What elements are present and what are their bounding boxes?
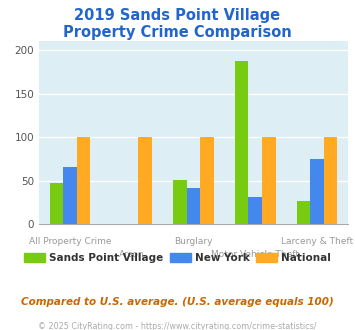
- Bar: [138, 137, 152, 224]
- Text: © 2025 CityRating.com - https://www.cityrating.com/crime-statistics/: © 2025 CityRating.com - https://www.city…: [38, 322, 317, 330]
- Bar: [77, 137, 90, 224]
- Bar: [187, 188, 200, 224]
- Text: All Property Crime: All Property Crime: [29, 237, 111, 246]
- Text: Burglary: Burglary: [174, 237, 213, 246]
- Bar: [324, 137, 337, 224]
- Legend: Sands Point Village, New York, National: Sands Point Village, New York, National: [20, 248, 335, 267]
- Bar: [63, 167, 77, 224]
- Bar: [297, 201, 310, 224]
- Text: Property Crime Comparison: Property Crime Comparison: [63, 25, 292, 40]
- Bar: [262, 137, 275, 224]
- Text: Arson: Arson: [119, 250, 144, 259]
- Bar: [248, 197, 262, 224]
- Bar: [200, 137, 214, 224]
- Bar: [310, 159, 324, 224]
- Bar: [173, 180, 187, 224]
- Bar: [235, 61, 248, 224]
- Text: Compared to U.S. average. (U.S. average equals 100): Compared to U.S. average. (U.S. average …: [21, 297, 334, 307]
- Text: 2019 Sands Point Village: 2019 Sands Point Village: [75, 8, 280, 23]
- Text: Motor Vehicle Theft: Motor Vehicle Theft: [211, 250, 299, 259]
- Text: Larceny & Theft: Larceny & Theft: [281, 237, 353, 246]
- Bar: [50, 182, 63, 224]
